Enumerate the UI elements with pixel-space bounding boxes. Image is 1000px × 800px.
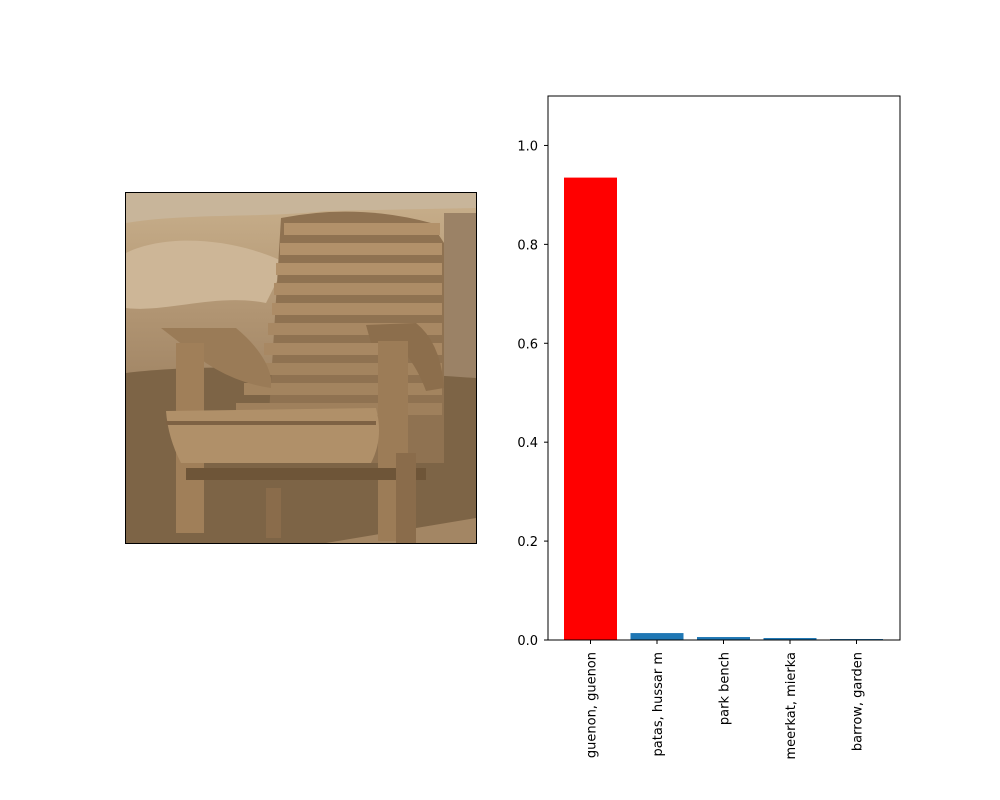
distant-field xyxy=(126,193,476,223)
x-tick-label-0: guenon, guenon xyxy=(585,652,600,758)
bar-1 xyxy=(630,633,684,640)
bar-2 xyxy=(697,637,750,640)
x-tick-label-4: barrow, garden xyxy=(851,652,866,751)
chair-photo xyxy=(126,193,476,543)
y-tick-label-0: 0.0 xyxy=(517,634,538,649)
y-tick-label-1: 0.2 xyxy=(517,535,538,550)
chair-back-leg xyxy=(266,488,281,538)
y-tick-label-3: 0.6 xyxy=(517,337,538,352)
chair-rear-leg xyxy=(396,453,416,543)
x-tick-label-2: park bench xyxy=(718,652,733,725)
x-tick-label-3: meerkat, mierka xyxy=(784,652,799,760)
chair-right-arm xyxy=(366,323,444,391)
bar-0 xyxy=(564,177,617,640)
y-tick-label-5: 1.0 xyxy=(517,139,538,154)
stone-wall xyxy=(444,213,476,403)
y-tick-label-2: 0.4 xyxy=(517,436,538,451)
seat-gap xyxy=(166,421,376,425)
bar-3 xyxy=(763,638,817,640)
chair-rail xyxy=(186,468,426,480)
dirt-patch xyxy=(126,240,286,309)
y-tick-label-4: 0.8 xyxy=(517,238,538,253)
input-image xyxy=(125,192,477,544)
x-tick-label-1: patas, hussar m xyxy=(651,652,666,756)
